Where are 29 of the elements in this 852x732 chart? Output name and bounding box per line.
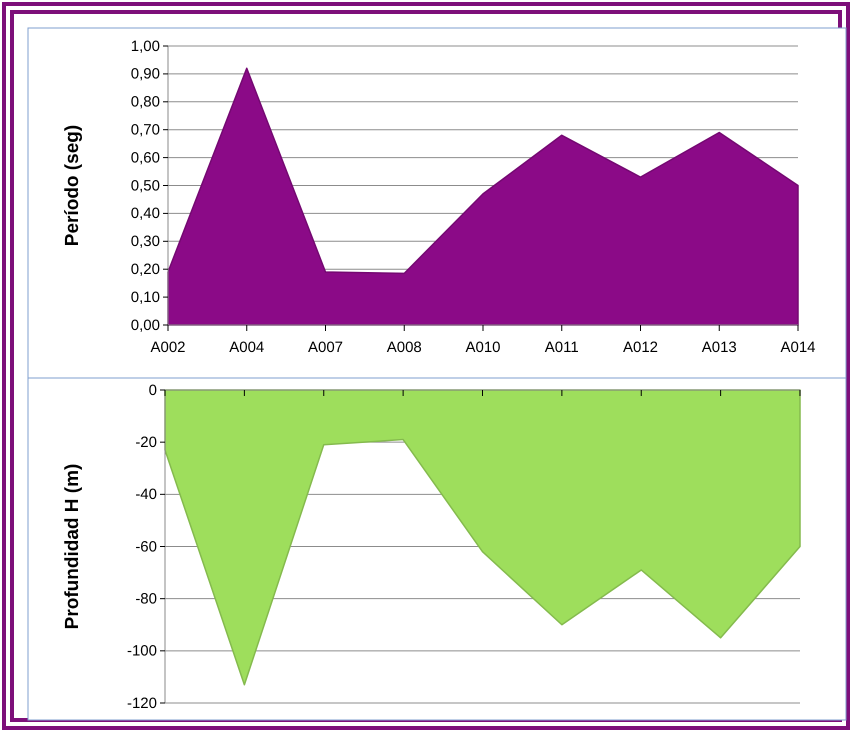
y-tick-label: -80 (135, 590, 157, 608)
y-tick-label: 1,00 (130, 38, 160, 55)
y-tick-label: -120 (126, 694, 157, 712)
y-tick-label: 0,40 (130, 205, 160, 222)
y-tick-label: -40 (135, 486, 157, 504)
x-tick-label: A012 (622, 339, 658, 356)
x-tick-label: A007 (308, 339, 344, 356)
x-tick-label: A014 (780, 339, 816, 356)
y-tick-label: 0,50 (130, 177, 160, 194)
y-tick-label: 0,60 (130, 149, 160, 166)
y-tick-label: -100 (126, 642, 157, 660)
y-tick-label: 0,90 (130, 66, 160, 83)
y-tick-label: 0,30 (130, 233, 160, 250)
x-tick-label: A010 (465, 339, 501, 356)
y-axis-title: Período (seg) (62, 124, 83, 246)
y-tick-label: -20 (135, 434, 157, 451)
y-tick-label: 0,10 (130, 288, 160, 306)
y-tick-label: 0,20 (130, 261, 160, 278)
x-tick-label: A011 (544, 339, 579, 356)
x-tick-label: A013 (702, 339, 737, 356)
y-tick-label: 0,00 (130, 316, 160, 334)
y-tick-label: -60 (135, 538, 157, 556)
y-tick-label: 0,80 (130, 94, 160, 111)
y-tick-label: 0,70 (130, 122, 160, 138)
x-tick-label: A004 (229, 339, 264, 356)
y-tick-label: 0 (148, 382, 157, 399)
x-tick-label: A002 (150, 339, 186, 356)
y-axis-title: Profundidad H (m) (62, 464, 83, 630)
x-tick-label: A008 (386, 339, 422, 356)
